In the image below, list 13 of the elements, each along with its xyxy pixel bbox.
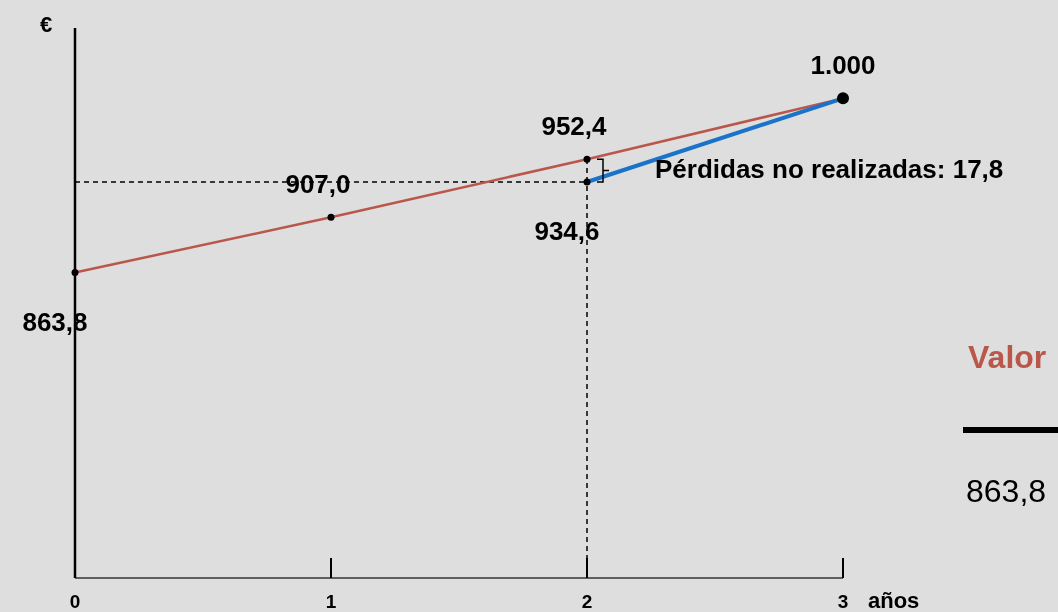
- text: 863,8: [966, 473, 1047, 509]
- x-tick-label: 1: [325, 591, 337, 612]
- x-tick-label: 0: [69, 591, 81, 612]
- x-tick-label: 2: [581, 591, 593, 612]
- data-label: 907,0: [285, 169, 351, 200]
- annotation: Pérdidas no realizadas: 17,8: [655, 153, 1004, 184]
- y-axis-title: €: [39, 12, 53, 37]
- x-tick-label: 3: [837, 591, 849, 612]
- x-axis-title: años: [868, 588, 920, 612]
- data-label: 1.000: [810, 50, 876, 81]
- data-label: 934,6: [534, 216, 600, 246]
- text: Valor: [968, 339, 1047, 375]
- data-label: 952,4: [541, 111, 608, 142]
